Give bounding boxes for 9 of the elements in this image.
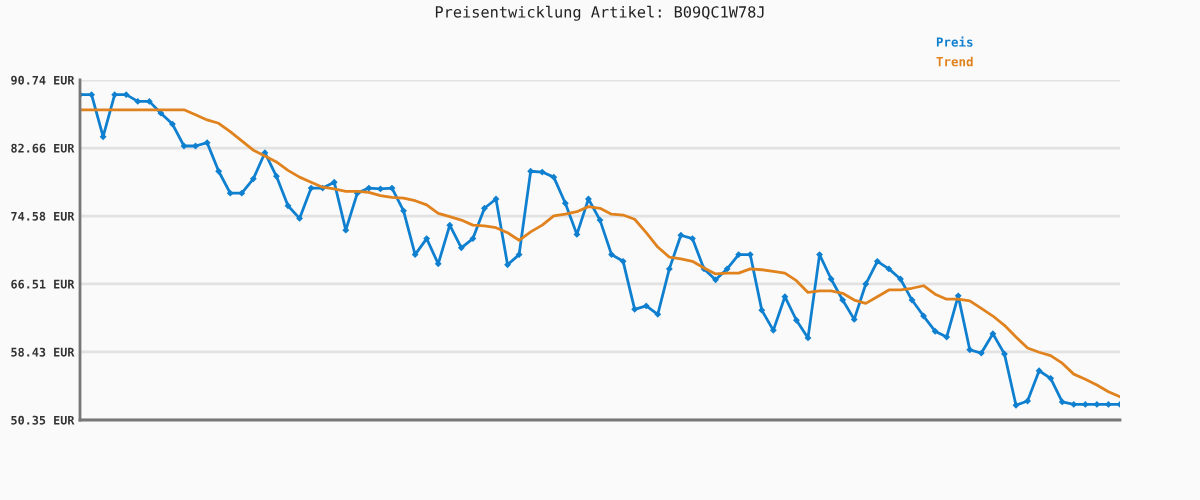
text: Preis xyxy=(936,36,973,47)
y-tick-label: 66.51 EUR xyxy=(11,279,75,289)
text: Trend xyxy=(936,56,973,67)
y-tick-label: 74.58 EUR xyxy=(11,211,75,221)
y-tick-label: 58.43 EUR xyxy=(11,347,75,357)
y-tick-label: 82.66 EUR xyxy=(11,143,75,153)
chart-title: Preisentwicklung Artikel: B09QC1W78J xyxy=(435,5,764,21)
y-tick-label: 90.74 EUR xyxy=(11,75,75,85)
y-tick-label: 50.35 EUR xyxy=(11,415,75,425)
